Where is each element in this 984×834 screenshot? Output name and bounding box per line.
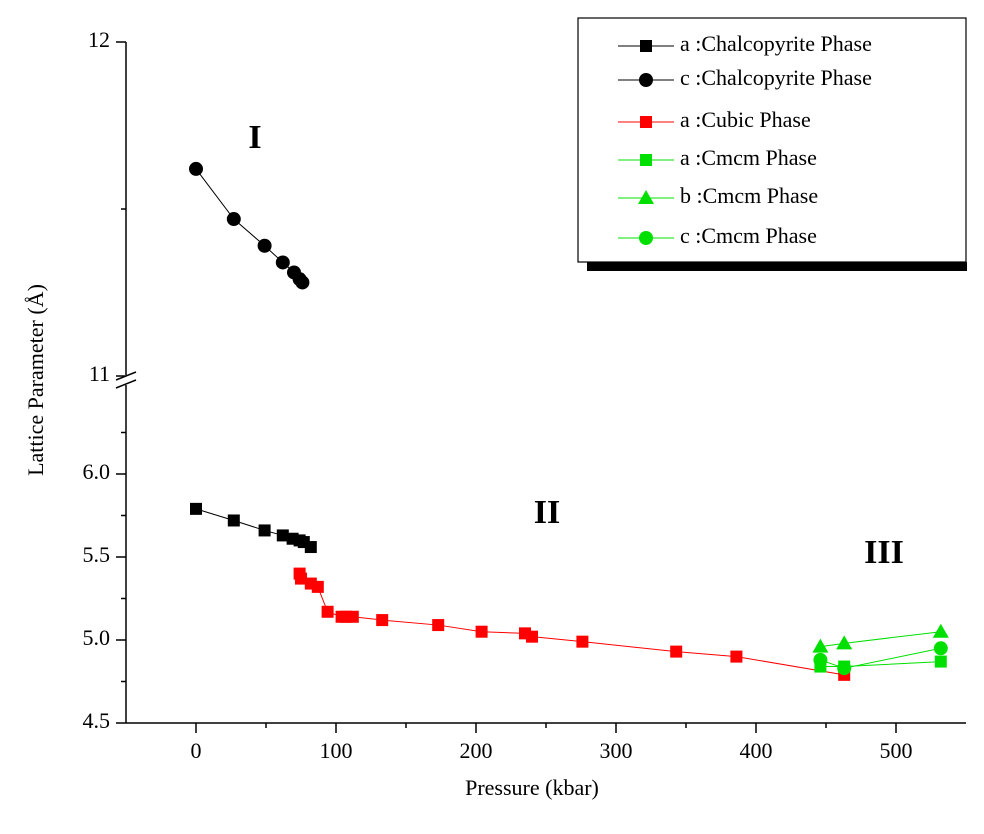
point	[640, 154, 652, 166]
x-tick-label: 200	[460, 738, 493, 763]
legend	[577, 17, 967, 263]
point	[640, 116, 652, 128]
legend-label: a :Cubic Phase	[680, 107, 811, 132]
x-tick-label: 300	[600, 738, 633, 763]
x-tick-label: 100	[320, 738, 353, 763]
x-tick-label: 0	[191, 738, 202, 763]
legend-label: b :Cmcm Phase	[680, 183, 818, 208]
point	[639, 231, 653, 245]
point	[321, 605, 334, 618]
y-tick-label: 5.5	[83, 542, 111, 567]
y-tick-label: 12	[88, 27, 110, 52]
point	[932, 623, 949, 638]
point	[638, 190, 654, 204]
y-tick-label: 6.0	[83, 459, 111, 484]
point	[311, 580, 324, 593]
point	[813, 652, 828, 667]
point	[836, 635, 853, 650]
point	[304, 541, 317, 554]
point	[257, 238, 272, 253]
point	[475, 625, 488, 638]
point	[226, 212, 241, 227]
point	[670, 645, 683, 658]
point	[189, 161, 203, 176]
series-line	[820, 631, 941, 648]
point	[640, 40, 652, 52]
y-tick-label: 11	[89, 361, 110, 386]
point	[934, 655, 947, 668]
annotation: II	[534, 494, 560, 531]
x-tick-label: 400	[740, 738, 773, 763]
axis-break	[115, 379, 137, 389]
point	[376, 614, 389, 627]
point	[933, 641, 948, 656]
x-axis-label: Pressure (kbar)	[465, 775, 599, 800]
point	[275, 255, 290, 270]
point	[346, 610, 359, 623]
legend-shadow	[587, 262, 967, 271]
point	[526, 630, 538, 643]
point	[576, 635, 589, 648]
legend-label: a :Chalcopyrite Phase	[680, 31, 872, 56]
point	[295, 572, 307, 585]
point	[837, 661, 852, 676]
point	[730, 650, 743, 663]
y-axis-label: Lattice Parameter (Å)	[23, 284, 48, 476]
legend-label: a :Cmcm Phase	[680, 145, 817, 170]
point	[276, 529, 289, 542]
annotation: I	[248, 119, 261, 156]
point	[639, 73, 653, 87]
y-tick-label: 5.0	[83, 625, 111, 650]
point	[227, 514, 240, 527]
x-tick-label: 500	[880, 738, 913, 763]
point	[258, 524, 271, 537]
point	[190, 502, 202, 515]
annotation: III	[864, 534, 904, 571]
legend-label: c :Cmcm Phase	[680, 223, 817, 248]
legend-label: c :Chalcopyrite Phase	[680, 65, 872, 90]
point	[432, 619, 445, 632]
point	[812, 638, 829, 653]
y-tick-label: 4.5	[83, 708, 111, 733]
point	[295, 275, 310, 290]
